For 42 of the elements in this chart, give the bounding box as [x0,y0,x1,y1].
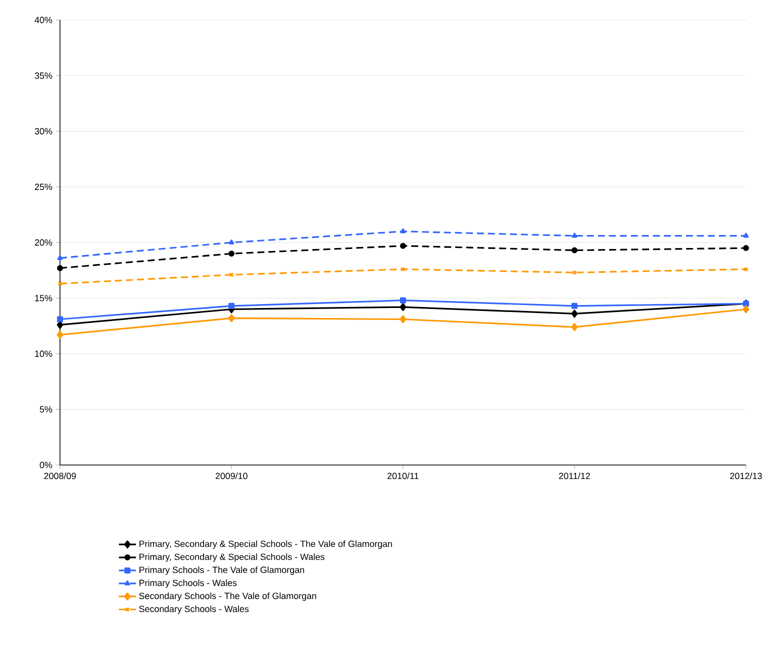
x-tick-label: 2011/12 [559,472,590,480]
x-tick-label: 2012/13 [730,472,762,480]
point [571,310,578,318]
point [56,330,64,339]
point [400,228,406,234]
point [742,245,749,252]
legend-label: Primary, Secondary & Special Schools - Wales [139,553,324,562]
y-tick-label: 5% [40,406,52,413]
point [400,242,406,249]
legend-label: Secondary Schools - Wales [139,605,249,614]
legend-label: Secondary Schools - The Vale of Glamorgan [139,592,316,601]
point [572,232,578,238]
point [572,247,578,254]
x-tick-label: 2009/10 [216,472,248,480]
point [571,323,578,332]
point [228,302,235,309]
y-tick-label: 10% [35,350,52,357]
point [228,314,235,322]
legend-label: Primary Schools - Wales [139,579,237,588]
point [572,302,578,309]
point [228,239,234,244]
point [572,270,577,275]
y-tick-label: 35% [34,72,52,79]
y-tick-label: 15% [35,294,52,302]
point [57,265,64,272]
point [742,305,750,314]
point [400,303,406,312]
point [400,315,406,324]
y-tick-label: 0% [40,462,52,468]
legend-label: Primary, Secondary & Special Schools - The Vale of Glamorgan [139,540,392,549]
point [743,232,749,238]
x-tick-label: 2010/11 [388,472,418,480]
x-tick-label: 2008/09 [44,472,76,480]
point [57,316,64,322]
y-tick-label: 30% [34,128,52,134]
y-tick-label: 25% [34,184,52,190]
y-tick-label: 40% [34,16,52,24]
point [400,297,406,304]
y-tick-label: 20% [34,239,52,246]
point [57,255,63,260]
point [228,250,235,257]
legend-label: Primary Schools - The Vale of Glamorgan [139,566,304,575]
